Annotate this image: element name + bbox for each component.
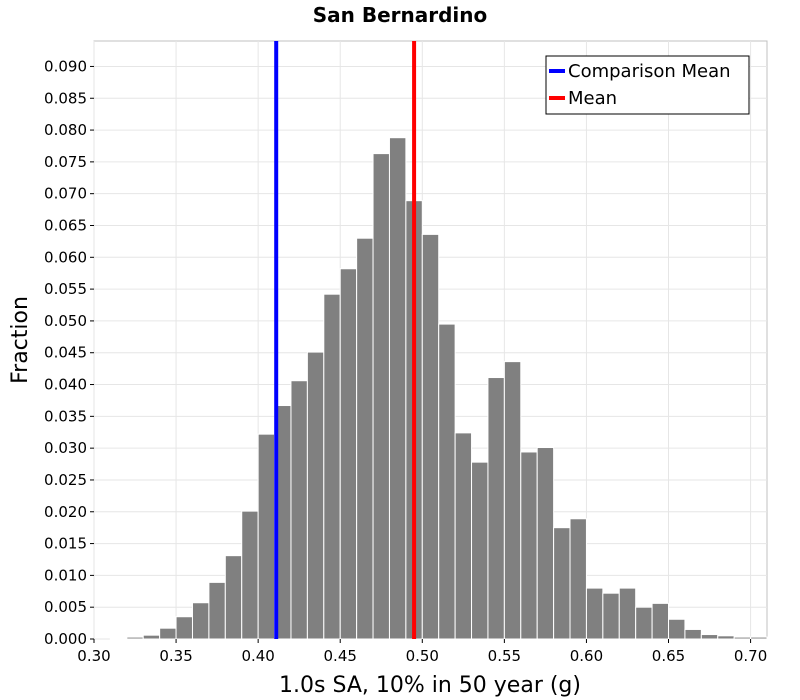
x-axis-ticks: 0.30 0.35 0.40 0.45 0.50 0.55 0.60 0.65 0.70 xyxy=(77,639,767,665)
histogram-bar xyxy=(175,616,193,640)
x-tick-label: 0.50 xyxy=(406,647,439,665)
y-tick-label: 0.070 xyxy=(44,185,87,203)
y-tick-label: 0.025 xyxy=(44,471,87,489)
histogram-bar xyxy=(602,592,620,640)
y-tick-label: 0.030 xyxy=(44,439,87,457)
legend-label-comparison-mean: Comparison Mean xyxy=(568,61,731,82)
chart-title: San Bernardino xyxy=(313,3,488,27)
histogram-bar xyxy=(553,527,571,640)
histogram-bar xyxy=(750,636,768,640)
y-tick-label: 0.015 xyxy=(44,535,87,553)
y-tick-label: 0.090 xyxy=(44,57,87,75)
histogram-bar xyxy=(733,636,752,640)
reference-lines xyxy=(274,41,417,639)
y-tick-label: 0.065 xyxy=(44,216,87,234)
histogram-bar xyxy=(191,602,210,640)
y-tick-label: 0.075 xyxy=(44,153,87,171)
histogram-bar xyxy=(224,555,243,640)
histogram-bar xyxy=(257,433,276,640)
y-tick-label: 0.085 xyxy=(44,89,87,107)
histogram-bar xyxy=(421,233,440,640)
histogram-bar xyxy=(585,587,604,640)
y-tick-label: 0.040 xyxy=(44,376,87,394)
histogram-bar xyxy=(438,323,456,640)
y-axis-ticks: 0.000 0.005 0.010 0.015 0.020 0.025 0.030 0.035… xyxy=(44,57,94,648)
histogram-bar xyxy=(651,602,670,640)
histogram-bar xyxy=(471,461,489,640)
x-tick-label: 0.70 xyxy=(734,647,767,665)
y-tick-label: 0.000 xyxy=(44,630,87,648)
histogram-bar xyxy=(241,510,259,640)
histogram-bar xyxy=(388,137,407,640)
legend-box xyxy=(545,55,750,115)
x-axis-title: 1.0s SA, 10% in 50 year (g) xyxy=(279,673,581,698)
x-tick-label: 0.65 xyxy=(652,647,685,665)
histogram-bar xyxy=(536,447,555,640)
histogram-bar xyxy=(700,634,719,640)
legend: Comparison Mean Mean xyxy=(545,55,750,115)
x-tick-label: 0.40 xyxy=(241,647,274,665)
histogram-bar xyxy=(323,293,341,640)
y-tick-label: 0.005 xyxy=(44,598,87,616)
histogram-bar xyxy=(356,237,374,640)
histogram-bar xyxy=(717,635,735,640)
histogram-bar xyxy=(142,634,161,640)
y-axis-title: Fraction xyxy=(8,296,33,384)
y-tick-label: 0.060 xyxy=(44,248,87,266)
histogram-bar xyxy=(372,153,390,640)
y-tick-label: 0.045 xyxy=(44,344,87,362)
x-tick-label: 0.45 xyxy=(324,647,357,665)
histogram-bar xyxy=(569,518,587,640)
histogram-bar xyxy=(684,628,702,640)
x-tick-label: 0.30 xyxy=(77,647,110,665)
histogram-bar xyxy=(454,432,473,640)
histogram-bar xyxy=(668,618,686,640)
y-tick-label: 0.010 xyxy=(44,566,87,584)
histogram-bar xyxy=(487,377,505,640)
x-tick-label: 0.55 xyxy=(488,647,521,665)
histogram-bar xyxy=(503,361,522,640)
histogram-bar xyxy=(618,587,637,640)
x-tick-label: 0.35 xyxy=(159,647,192,665)
histogram-bar xyxy=(290,380,308,640)
histogram-bar xyxy=(520,451,538,640)
y-tick-label: 0.020 xyxy=(44,503,87,521)
y-tick-label: 0.080 xyxy=(44,121,87,139)
histogram-bar xyxy=(109,637,128,640)
histogram-bar xyxy=(159,627,177,640)
histogram-bar xyxy=(339,268,358,640)
legend-label-mean: Mean xyxy=(568,88,617,109)
histogram-bar xyxy=(208,581,226,640)
y-tick-label: 0.055 xyxy=(44,280,87,298)
histogram-bar xyxy=(126,636,144,640)
histogram-bars xyxy=(109,137,768,640)
y-tick-label: 0.035 xyxy=(44,407,87,425)
histogram-bar xyxy=(635,606,653,640)
y-tick-label: 0.050 xyxy=(44,312,87,330)
x-tick-label: 0.60 xyxy=(570,647,603,665)
histogram-bar xyxy=(306,351,325,640)
